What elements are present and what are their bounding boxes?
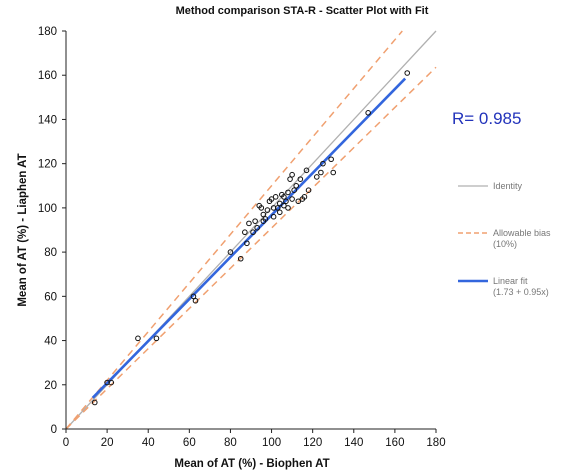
x-axis-title: Mean of AT (%) - Biophen AT: [174, 458, 329, 470]
data-point: [281, 194, 287, 200]
data-point: [91, 399, 98, 406]
data-point: [268, 196, 275, 202]
data-point: [318, 169, 324, 176]
data-point: [254, 224, 260, 231]
data-point: [135, 335, 141, 342]
data-point: [108, 379, 115, 386]
data-point: [297, 176, 304, 182]
legend-identity-label: Identity: [493, 181, 523, 191]
linear-fit-line: [91, 77, 407, 399]
y-tick-label: 40: [44, 336, 57, 348]
data-point: [365, 110, 371, 116]
data-point: [295, 198, 302, 205]
legend-linear-fit-label: Linear fit (1.73 + 0.95x): [493, 276, 549, 297]
data-point: [289, 196, 295, 202]
r-value-annotation: R= 0.985: [452, 109, 521, 128]
x-tick-label: 160: [385, 437, 404, 449]
x-tick-label: 100: [262, 437, 281, 449]
data-point: [264, 207, 271, 213]
legend-identity: Identity: [458, 181, 523, 191]
data-point: [227, 249, 234, 255]
data-point: [242, 229, 248, 236]
legend: Identity Allowable bias (10%) Linear fit (1.…: [458, 181, 551, 297]
data-point: [258, 205, 265, 211]
data-point: [285, 205, 291, 211]
y-tick-label: 140: [38, 114, 57, 126]
data-point: [274, 205, 281, 211]
x-tick-label: 180: [426, 437, 445, 449]
data-point: [262, 216, 269, 222]
y-tick-label: 160: [38, 70, 57, 82]
x-tick-label: 40: [142, 437, 155, 449]
data-point: [276, 200, 283, 207]
data-point: [301, 194, 308, 200]
x-tick-label: 0: [63, 437, 69, 449]
axes: [65, 31, 436, 430]
data-point: [285, 189, 291, 196]
data-point: [291, 187, 297, 193]
y-ticks: 0 20 40 60 80 100 120 140 160 180: [38, 26, 66, 436]
x-tick-label: 20: [101, 437, 114, 449]
data-point: [305, 187, 312, 193]
data-point: [260, 211, 267, 218]
data-point: [293, 182, 300, 189]
legend-allowable-bias: Allowable bias (10%): [458, 228, 551, 249]
y-tick-label: 60: [44, 291, 57, 303]
data-point: [270, 213, 277, 220]
legend-linear-fit: Linear fit (1.73 + 0.95x): [458, 276, 549, 297]
plot-lines: [65, 30, 437, 430]
y-tick-label: 180: [38, 26, 57, 38]
data-point: [250, 229, 256, 236]
data-point: [276, 209, 283, 216]
y-tick-label: 20: [44, 380, 57, 392]
x-tick-label: 140: [344, 437, 363, 449]
data-point: [246, 220, 252, 227]
data-point: [328, 156, 334, 163]
data-point: [313, 174, 320, 180]
data-point: [272, 194, 279, 200]
x-tick-label: 120: [303, 437, 322, 449]
data-point: [153, 335, 160, 342]
data-point: [303, 167, 310, 174]
data-point: [287, 176, 293, 182]
data-point: [289, 171, 295, 178]
x-ticks: 0 20 40 60 80 100 120 140 160 180: [63, 429, 446, 449]
data-point: [404, 70, 411, 76]
data-point: [190, 293, 197, 300]
y-tick-label: 80: [44, 247, 57, 259]
legend-allowable-bias-label: Allowable bias (10%): [493, 228, 551, 249]
allowable-bias-upper-line: [65, 30, 403, 430]
chart-title: Method comparison STA-R - Scatter Plot w…: [176, 5, 429, 17]
data-point: [320, 160, 326, 167]
data-point: [330, 169, 337, 176]
x-tick-label: 80: [224, 437, 237, 449]
data-point: [283, 198, 289, 205]
x-tick-label: 60: [183, 437, 196, 449]
data-point: [244, 240, 250, 247]
data-points: [91, 70, 411, 406]
y-axis-title: Mean of AT (%) - Liaphen AT: [17, 153, 29, 306]
y-tick-label: 100: [38, 203, 57, 215]
data-point: [237, 255, 244, 262]
data-point: [192, 297, 199, 304]
data-point: [252, 218, 258, 224]
data-point: [281, 202, 287, 209]
allowable-bias-lower-line: [65, 66, 437, 430]
y-tick-label: 0: [51, 424, 57, 436]
y-tick-label: 120: [38, 159, 57, 171]
